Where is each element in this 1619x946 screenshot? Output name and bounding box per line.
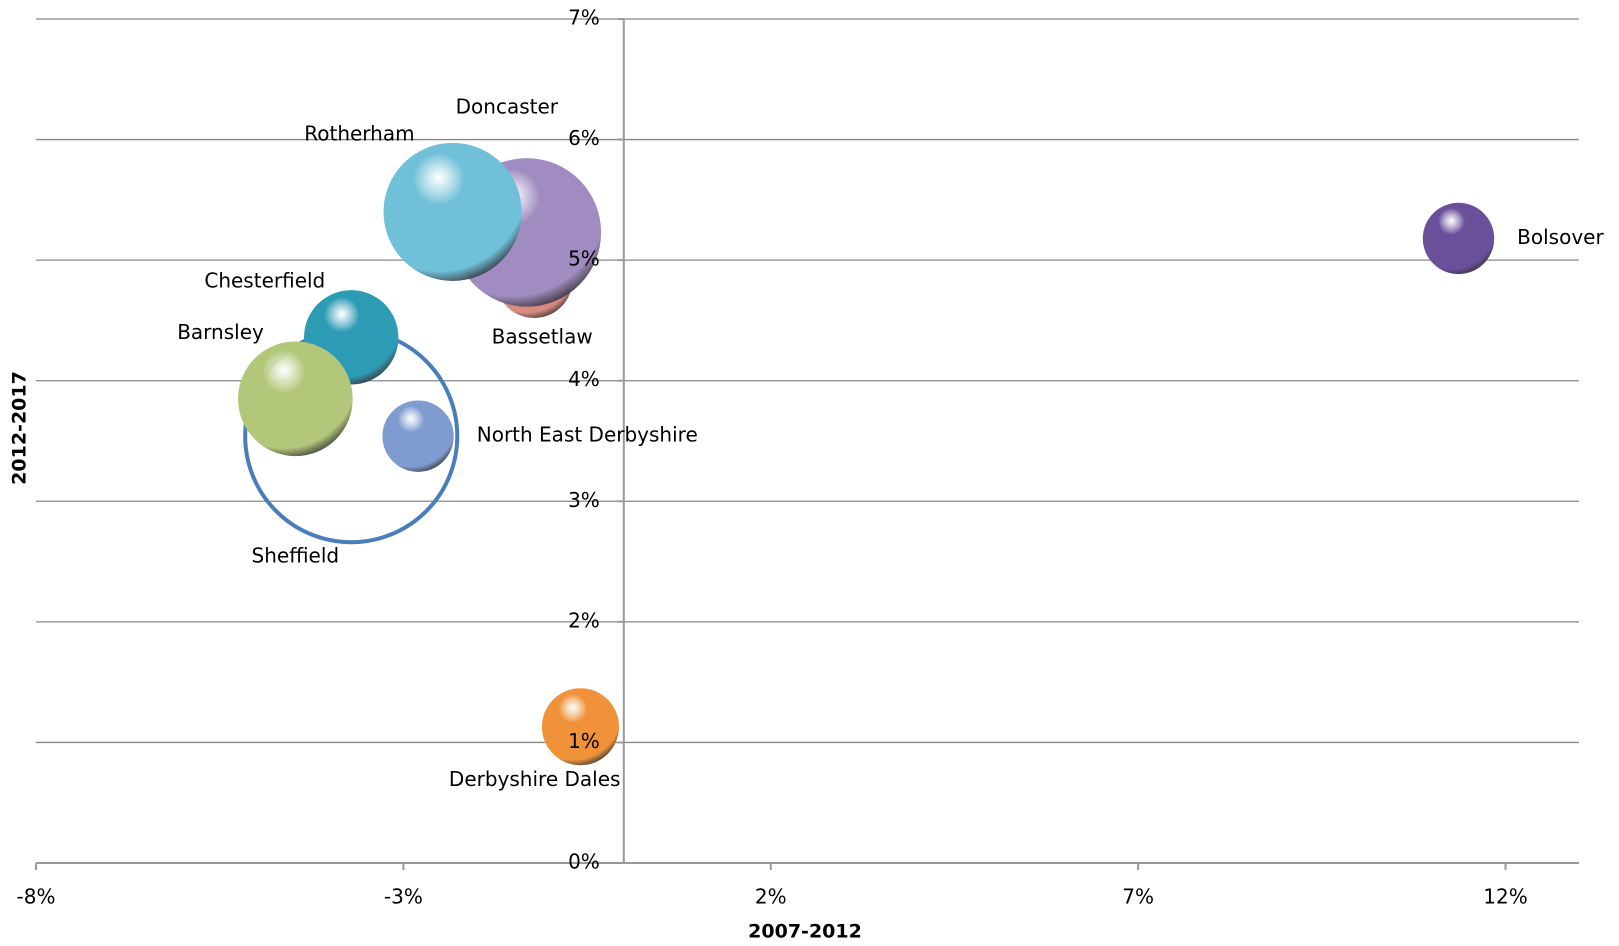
bubble-label: Rotherham [304, 121, 414, 145]
grid [35, 18, 1579, 870]
labels: 0% 1% 2% 3% 4% 5% 6% 7% -8% -3% 2% 7% 12% Sheffield Ba… [17, 6, 1605, 909]
bubble-label: Sheffield [252, 544, 340, 568]
bubble [238, 341, 353, 457]
y-tick-label: 6% [568, 126, 600, 150]
bubble-label: Bassetlaw [492, 324, 593, 348]
x-tick-label: -8% [17, 885, 56, 909]
x-axis-title: 2007-2012 [748, 921, 862, 943]
x-tick-label: 12% [1483, 885, 1527, 909]
bubble [383, 142, 522, 282]
bubble [541, 688, 619, 766]
y-tick-label: 1% [568, 729, 600, 753]
bubble-label: Doncaster [456, 95, 559, 119]
bubble [382, 400, 454, 472]
x-tick-label: 7% [1122, 885, 1154, 909]
bubble [1422, 202, 1495, 275]
y-tick-label: 5% [568, 247, 600, 271]
bubble-label: North East Derbyshire [477, 423, 698, 447]
y-tick-label: 7% [568, 6, 600, 30]
bubble-label: Chesterfield [204, 269, 325, 293]
x-tick-label: 2% [755, 885, 787, 909]
x-tick-label: -3% [384, 885, 423, 909]
bubble-label: Derbyshire Dales [449, 767, 621, 791]
y-tick-label: 3% [568, 488, 600, 512]
bubbles [238, 142, 1495, 766]
y-axis-title: 2012-2017 [9, 371, 31, 485]
bubble-label: Bolsover [1517, 225, 1604, 249]
bubble-label: Barnsley [177, 320, 264, 344]
y-tick-label: 0% [568, 850, 600, 874]
y-tick-label: 4% [568, 367, 600, 391]
y-tick-label: 2% [568, 608, 600, 632]
